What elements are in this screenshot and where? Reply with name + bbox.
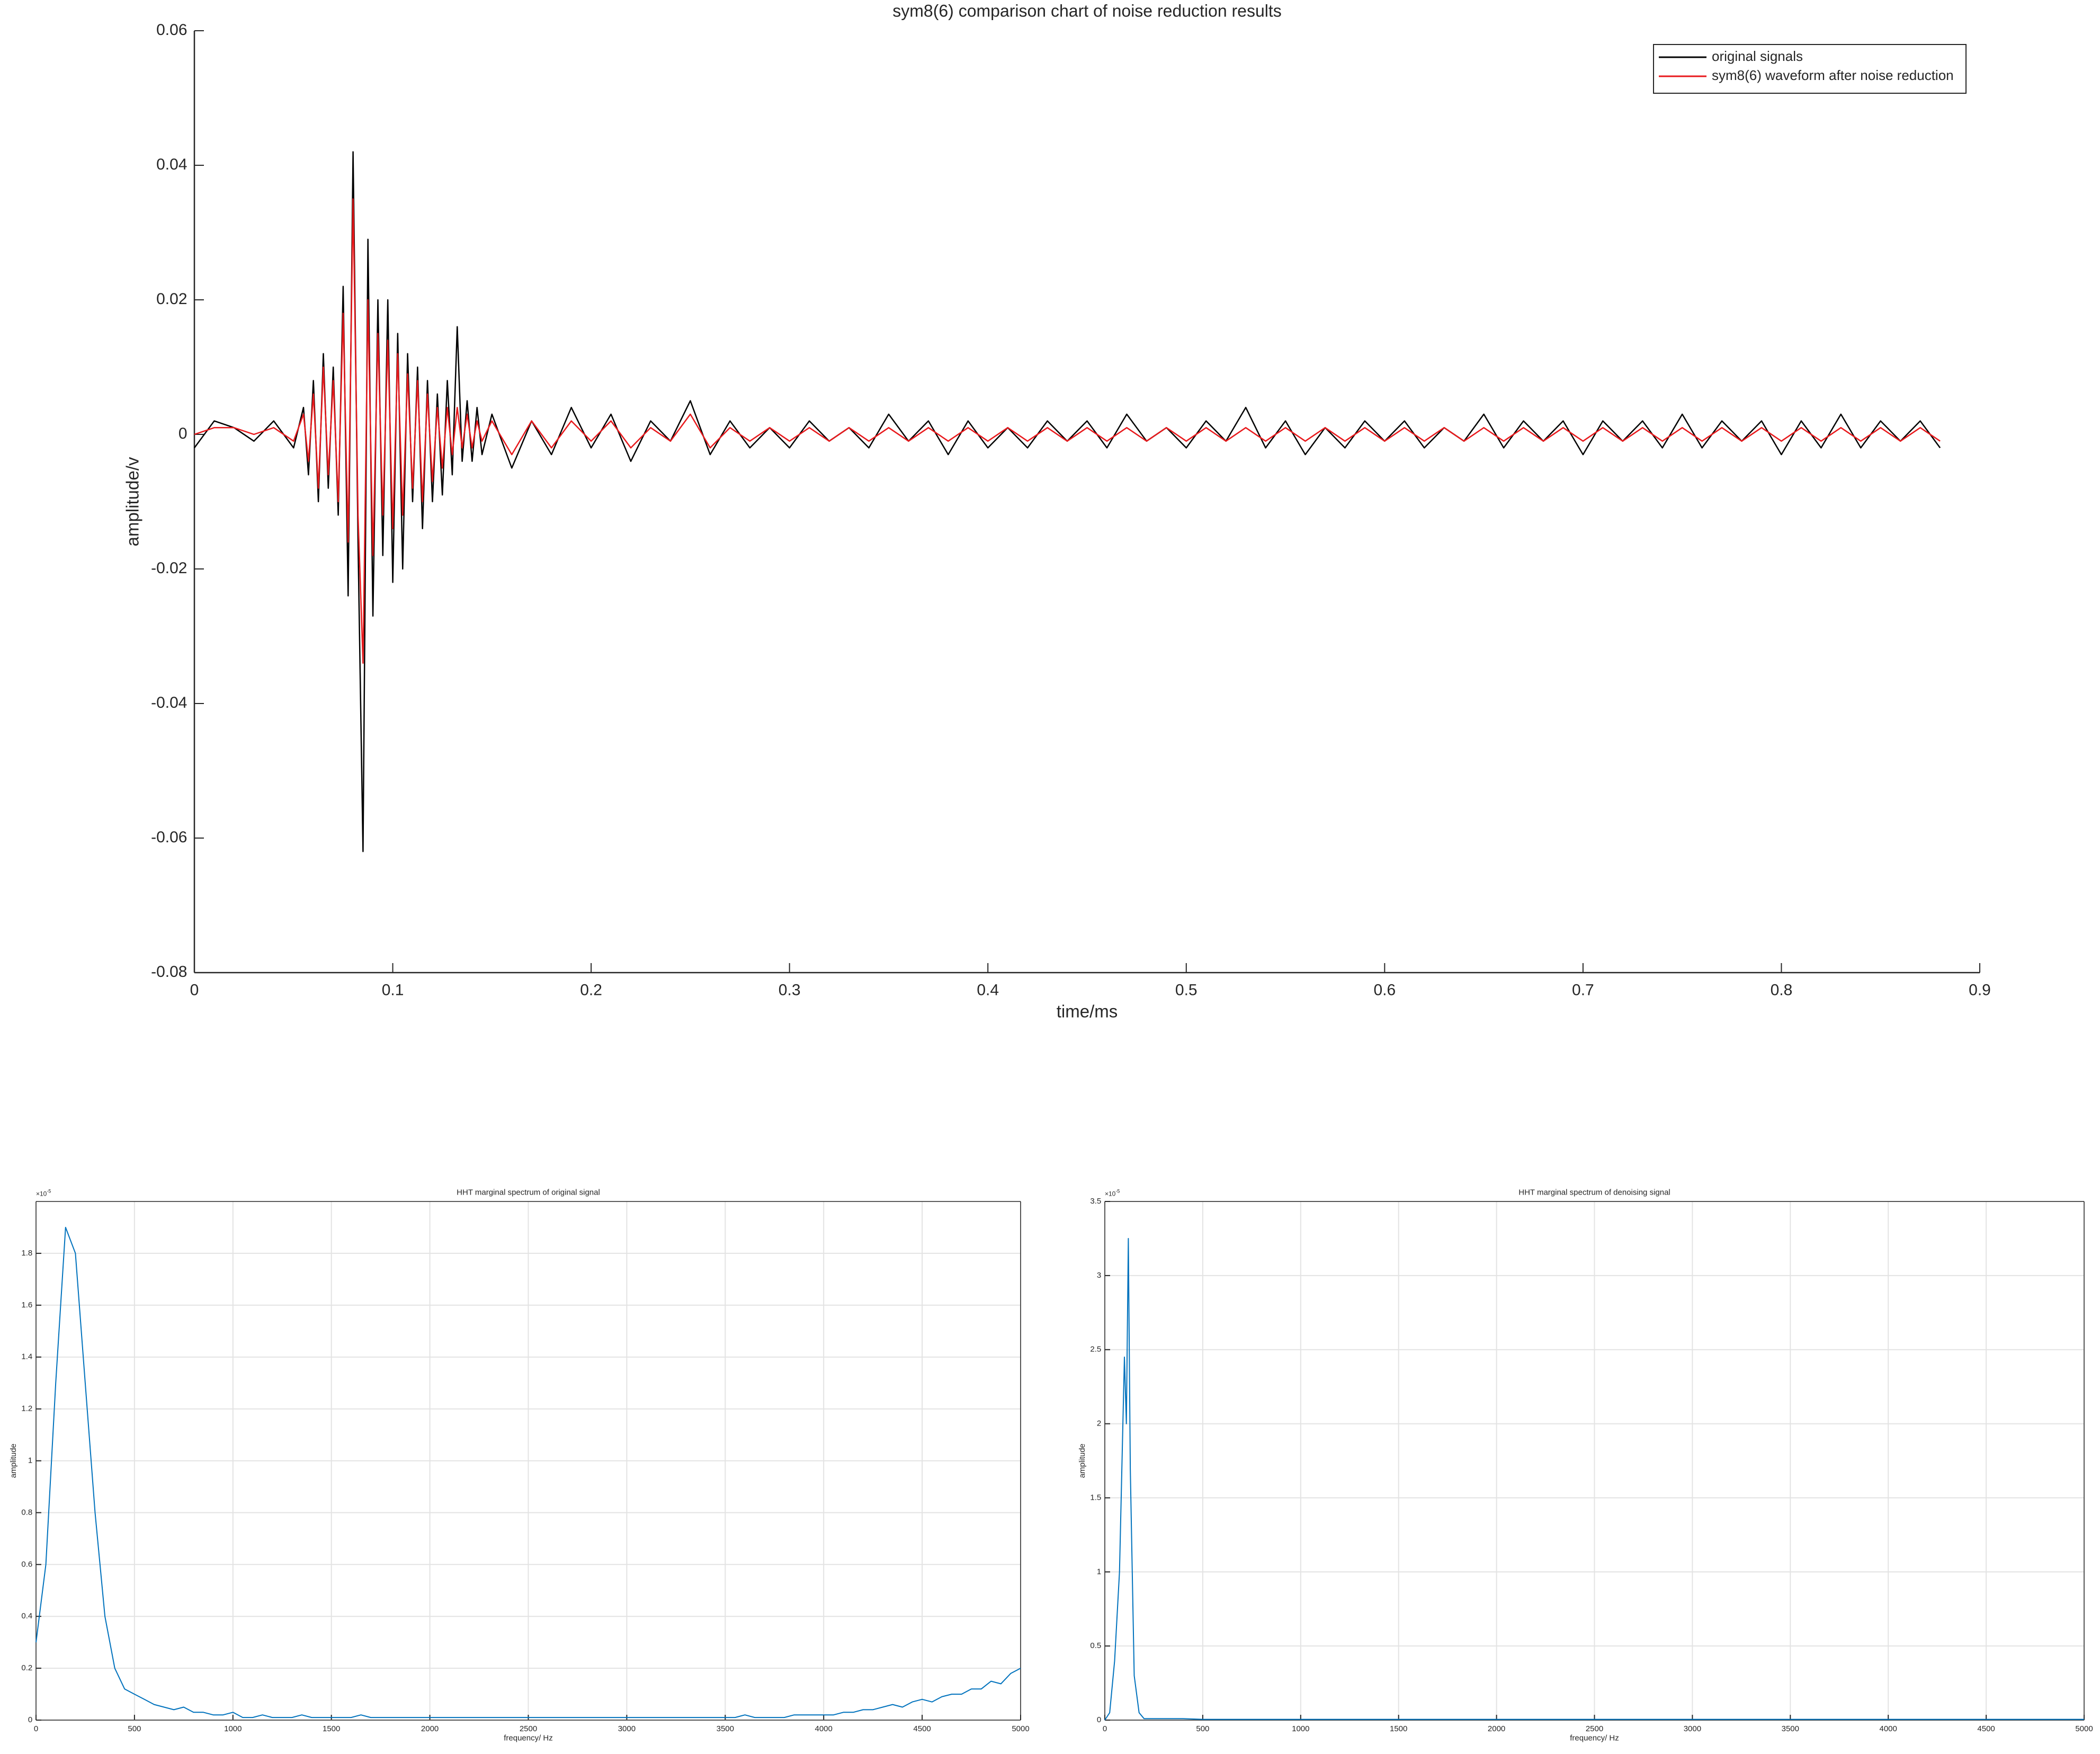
x-tick-label: 0.3 — [779, 981, 801, 999]
x-axis-label: time/ms — [1057, 1002, 1118, 1021]
x-tick-label: 0.9 — [1969, 981, 1991, 999]
x-axis-label: frequency/ Hz — [1570, 1733, 1619, 1742]
y-tick-label: 1.5 — [1090, 1493, 1101, 1502]
x-tick-label: 1000 — [224, 1724, 242, 1733]
x-tick-label: 4500 — [1977, 1724, 1995, 1733]
x-tick-label: 0.1 — [382, 981, 404, 999]
y-tick-label: -0.02 — [151, 559, 187, 577]
x-axis-label: frequency/ Hz — [504, 1733, 553, 1742]
y-tick-label: 1.2 — [21, 1404, 32, 1413]
x-tick-label: 1000 — [1292, 1724, 1309, 1733]
chart: 0 0.1 0.2 0.3 0.4 0.5 0.6 0.7 0.8 0.9 -0.08 -0.06 -0… — [123, 1, 1991, 1021]
x-tick-label: 4000 — [1880, 1724, 1897, 1733]
y-tick-label: 1.6 — [21, 1301, 32, 1310]
chart-title: HHT marginal spectrum of denoising signa… — [1518, 1188, 1670, 1197]
y-tick-label: 1.8 — [21, 1249, 32, 1258]
x-tick-label: 0 — [34, 1724, 38, 1733]
legend-label: sym8(6) waveform after noise reduction — [1712, 67, 1954, 83]
y-axis-label: amplitude — [9, 1444, 18, 1478]
x-tick-label: 5000 — [1012, 1724, 1029, 1733]
y-tick-label: 1.4 — [21, 1352, 32, 1361]
y-tick-label: 2 — [1097, 1419, 1101, 1428]
y-tick-label: 3 — [1097, 1271, 1101, 1280]
x-tick-label: 3500 — [1782, 1724, 1799, 1733]
x-tick-label: 500 — [128, 1724, 141, 1733]
x-tick-label: 0.7 — [1572, 981, 1594, 999]
y-tick-label: 0.04 — [156, 156, 187, 173]
y-tick-label: 0.2 — [21, 1663, 32, 1672]
x-tick-label: 2500 — [520, 1724, 537, 1733]
chart: 0 500 1000 1500 2000 2500 3000 3500 4000 4500 5000… — [1078, 1188, 2093, 1742]
x-tick-label: 4500 — [913, 1724, 931, 1733]
y-tick-label: 0.5 — [1090, 1641, 1101, 1650]
x-tick-label: 2000 — [1488, 1724, 1505, 1733]
x-tick-label: 3000 — [1684, 1724, 1701, 1733]
x-tick-label: 0.8 — [1771, 981, 1793, 999]
y-exponent-power: -5 — [47, 1189, 51, 1194]
y-tick-label: 0.6 — [21, 1560, 32, 1569]
legend-box — [1653, 44, 1967, 94]
y-tick-label: -0.08 — [151, 963, 187, 981]
y-tick-label: 3.5 — [1090, 1197, 1101, 1206]
x-tick-label: 2500 — [1586, 1724, 1603, 1733]
y-tick-label: 2.5 — [1090, 1345, 1101, 1354]
y-exponent: ×10-5 — [1105, 1189, 1120, 1198]
y-tick-label: 0 — [178, 425, 187, 442]
data-line — [1104, 1237, 2084, 1721]
x-tick-label: 500 — [1196, 1724, 1209, 1733]
x-tick-label: 1500 — [1390, 1724, 1407, 1733]
x-tick-label: 0.2 — [580, 981, 602, 999]
chart: 0 500 1000 1500 2000 2500 3000 3500 4000 4500 5000… — [9, 1188, 1030, 1742]
x-tick-label: 3000 — [618, 1724, 636, 1733]
chart-title: HHT marginal spectrum of original signal — [457, 1188, 600, 1197]
y-exponent: ×10-5 — [36, 1189, 51, 1198]
x-tick-label: 0 — [190, 981, 199, 999]
y-axis-label: amplitude/v — [123, 457, 142, 546]
y-axis-label: amplitude — [1078, 1444, 1087, 1478]
y-tick-label: 1 — [1097, 1567, 1101, 1576]
y-tick-label: 0 — [28, 1715, 32, 1724]
y-tick-label: 0.4 — [21, 1611, 32, 1621]
x-tick-label: 5000 — [2075, 1724, 2093, 1733]
x-tick-label: 0.5 — [1175, 981, 1198, 999]
x-tick-label: 2000 — [421, 1724, 439, 1733]
data-line — [194, 198, 1941, 664]
y-exponent-base: ×10 — [1105, 1190, 1116, 1198]
y-exponent-power: -5 — [1115, 1189, 1120, 1194]
y-tick-label: -0.04 — [151, 694, 187, 711]
y-tick-label: 0.06 — [156, 21, 187, 39]
x-tick-label: 1500 — [323, 1724, 340, 1733]
y-tick-label: 0.02 — [156, 290, 187, 308]
data-line — [193, 151, 1941, 852]
y-tick-label: 0.8 — [21, 1508, 32, 1517]
y-exponent-base: ×10 — [36, 1190, 47, 1198]
y-tick-label: -0.06 — [151, 829, 187, 846]
x-tick-label: 0 — [1103, 1724, 1107, 1733]
data-line — [35, 1226, 1021, 1719]
legend-label: original signals — [1712, 48, 1803, 64]
x-tick-label: 0.6 — [1373, 981, 1396, 999]
x-tick-label: 0.4 — [977, 981, 999, 999]
x-tick-label: 4000 — [815, 1724, 833, 1733]
chart-title: sym8(6) comparison chart of noise reduct… — [892, 1, 1282, 20]
x-tick-label: 3500 — [717, 1724, 734, 1733]
y-tick-label: 1 — [28, 1456, 32, 1465]
y-tick-label: 0 — [1097, 1715, 1101, 1724]
